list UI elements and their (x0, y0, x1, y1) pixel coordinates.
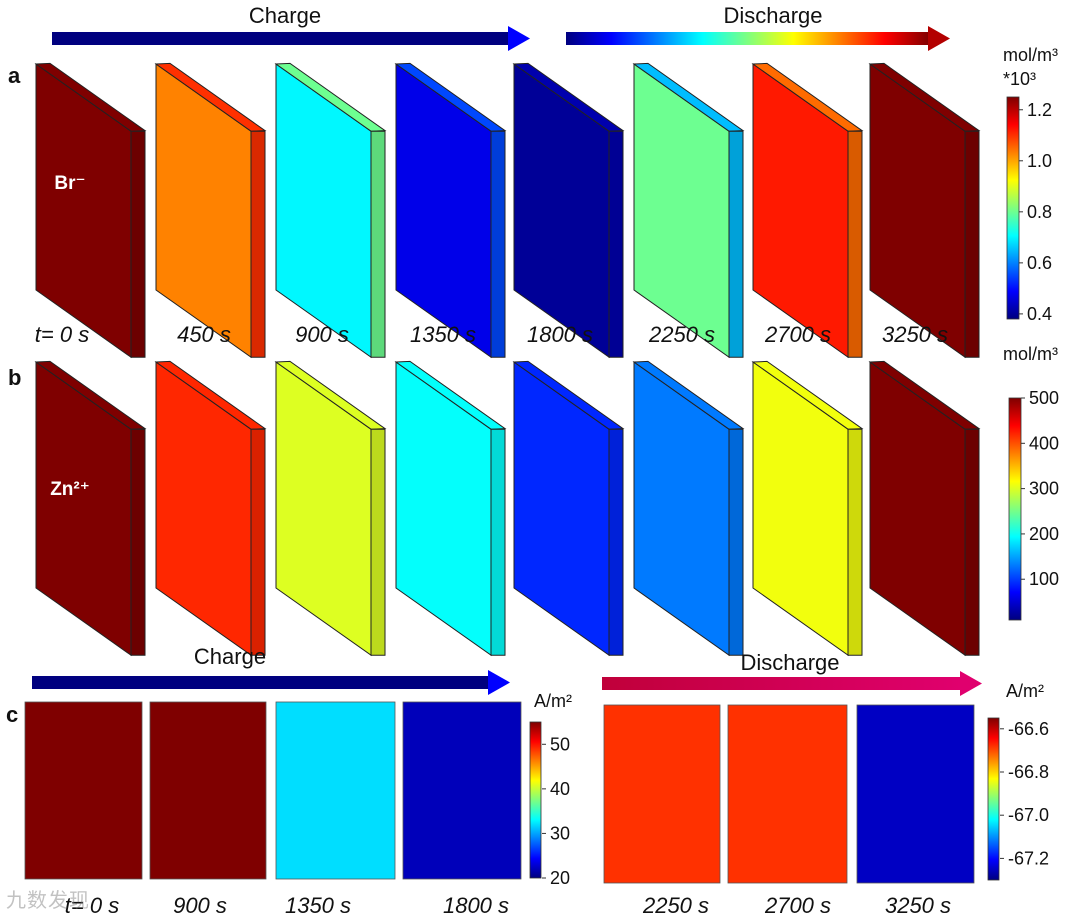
current-map-0 (24, 701, 143, 880)
panel-letter-a: a (8, 63, 21, 88)
zn-slab-7 (868, 360, 981, 657)
time-label-c-0: t= 0 s (65, 893, 119, 918)
panel-a-time-labels: t= 0 s 450 s 900 s 1350 s 1800 s 2250 s 2700 s… (35, 322, 948, 347)
br-slab-2 (274, 62, 387, 359)
br-slab-4 (512, 62, 625, 359)
colorbar-b-tick-label-1: 400 (1029, 433, 1059, 453)
colorbar-c-charge-tick-label-2: 30 (550, 823, 570, 843)
time-label-a-3: 1350 s (410, 322, 476, 347)
colorbar-c-discharge-tick-label-1: -66.8 (1008, 762, 1049, 782)
colorbar-b: 500 400 300 200 100 (1008, 388, 1059, 621)
current-map-3 (402, 701, 522, 880)
panel-letter-b: b (8, 365, 21, 390)
time-label-a-4: 1800 s (527, 322, 593, 347)
colorbar-a-tick-label-0: 1.2 (1027, 100, 1052, 120)
discharge-arrow-top (566, 26, 950, 51)
zn-slab-1 (154, 360, 267, 657)
time-label-a-6: 2700 s (764, 322, 831, 347)
time-label-c-1: 900 s (173, 893, 227, 918)
colorbar-b-tick-label-4: 100 (1029, 569, 1059, 589)
time-label-c-3: 1800 s (443, 893, 509, 918)
time-label-a-2: 900 s (295, 322, 349, 347)
zn-slab-6 (751, 360, 864, 657)
colorbar-b-tick-label-3: 200 (1029, 524, 1059, 544)
charge-label-c: Charge (194, 644, 266, 669)
time-label-a-0: t= 0 s (35, 322, 89, 347)
charge-arrow-c (32, 670, 510, 695)
colorbar-a-tick-label-2: 0.8 (1027, 202, 1052, 222)
zn-slab-0 (34, 360, 147, 657)
discharge-label-c: Discharge (740, 650, 839, 675)
colorbar-c-charge-tick-label-1: 40 (550, 779, 570, 799)
colorbar-a: 1.2 1.0 0.8 0.6 0.4 (1006, 96, 1052, 324)
colorbar-c-charge: 50 40 30 20 (529, 721, 570, 888)
panel-letter-c: c (6, 702, 18, 727)
panel-b-slabs (34, 360, 981, 657)
colorbar-c-discharge-unit: A/m² (1006, 681, 1044, 701)
colorbar-a-tick-label-3: 0.6 (1027, 253, 1052, 273)
zn-slab-3 (394, 360, 507, 657)
time-label-c-4: 2250 s (642, 893, 709, 918)
watermark: 九数发现 (6, 888, 90, 912)
current-map-1 (149, 701, 267, 880)
colorbar-c-charge-tick-label-0: 50 (550, 734, 570, 754)
zn-ion-label: Zn²⁺ (50, 479, 90, 500)
panel-c-time-labels: t= 0 s 900 s 1350 s 1800 s 2250 s 2700 s 3250 … (65, 893, 951, 918)
br-slab-0 (34, 62, 147, 359)
colorbar-c-charge-unit: A/m² (534, 691, 572, 711)
zn-slab-4 (512, 360, 625, 657)
zn-slab-5 (632, 360, 745, 657)
time-label-c-6: 3250 s (885, 893, 951, 918)
colorbar-c-charge-tick-label-3: 20 (550, 868, 570, 888)
current-map-6 (856, 704, 975, 884)
colorbar-c-discharge: -66.6 -66.8 -67.0 -67.2 (987, 717, 1049, 881)
panel-a-slabs (34, 62, 981, 359)
colorbar-b-tick-label-0: 500 (1029, 388, 1059, 408)
current-map-2 (275, 701, 396, 880)
discharge-label-top: Discharge (723, 3, 822, 28)
colorbar-c-discharge-tick-label-2: -67.0 (1008, 805, 1049, 825)
time-label-c-5: 2700 s (764, 893, 831, 918)
colorbar-b-tick-label-2: 300 (1029, 479, 1059, 499)
colorbar-a-scale: *10³ (1003, 69, 1036, 89)
charge-arrow-top (52, 26, 530, 51)
br-slab-3 (394, 62, 507, 359)
time-label-a-5: 2250 s (648, 322, 715, 347)
br-ion-label: Br⁻ (54, 173, 85, 194)
charge-label-top: Charge (249, 3, 321, 28)
colorbar-c-discharge-tick-label-3: -67.2 (1008, 848, 1049, 868)
colorbar-c-discharge-tick-label-0: -66.6 (1008, 719, 1049, 739)
colorbar-a-tick-label-4: 0.4 (1027, 304, 1052, 324)
current-map-5 (727, 704, 848, 884)
colorbar-a-unit: mol/m³ (1003, 45, 1058, 65)
time-label-a-1: 450 s (177, 322, 231, 347)
br-slab-1 (154, 62, 267, 359)
zn-slab-2 (274, 360, 387, 657)
br-slab-7 (868, 62, 981, 359)
panel-c-maps (24, 701, 975, 884)
current-map-4 (603, 704, 721, 884)
colorbar-a-tick-label-1: 1.0 (1027, 151, 1052, 171)
discharge-arrow-c (602, 671, 982, 696)
br-slab-6 (751, 62, 864, 359)
br-slab-5 (632, 62, 745, 359)
time-label-c-2: 1350 s (285, 893, 351, 918)
time-label-a-7: 3250 s (882, 322, 948, 347)
colorbar-b-unit: mol/m³ (1003, 344, 1058, 364)
